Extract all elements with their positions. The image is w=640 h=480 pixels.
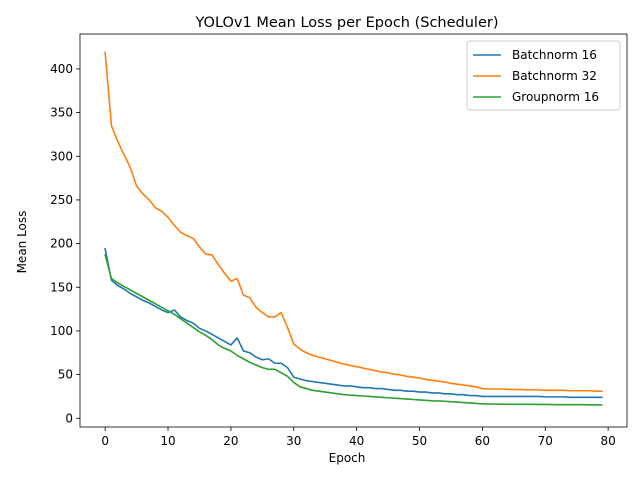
chart-title: YOLOv1 Mean Loss per Epoch (Scheduler) <box>194 15 498 31</box>
legend-label-2: Groupnorm 16 <box>512 90 599 104</box>
y-tick-label: 350 <box>50 106 73 120</box>
y-tick-label: 0 <box>65 411 73 425</box>
x-tick-label: 80 <box>600 434 615 448</box>
y-tick-label: 100 <box>50 324 73 338</box>
x-tick-label: 60 <box>475 434 490 448</box>
axes-frame <box>79 33 628 428</box>
series-line-2 <box>104 253 603 406</box>
x-tick-label: 20 <box>223 434 238 448</box>
y-tick-label: 200 <box>50 237 73 251</box>
legend-label-1: Batchnorm 32 <box>512 69 597 83</box>
x-axis-label: Epoch <box>329 451 366 465</box>
legend: Batchnorm 16 Batchnorm 32 Groupnorm 16 <box>466 40 621 111</box>
y-tick-label: 250 <box>50 193 73 207</box>
y-tick-label: 50 <box>58 368 73 382</box>
y-tick-label: 300 <box>50 149 73 163</box>
x-tick-label: 10 <box>160 434 175 448</box>
x-tick-label: 50 <box>412 434 427 448</box>
legend-box <box>466 40 621 111</box>
series-line-1 <box>104 51 603 392</box>
y-tick-label: 150 <box>50 280 73 294</box>
y-tick-label: 400 <box>50 62 73 76</box>
x-tick-label: 70 <box>538 434 553 448</box>
y-axis-label: Mean Loss <box>15 211 29 274</box>
x-tick-label: 30 <box>286 434 301 448</box>
series-line-0 <box>104 247 603 399</box>
x-tick-label: 40 <box>349 434 364 448</box>
x-tick-label: 0 <box>101 434 109 448</box>
legend-label-0: Batchnorm 16 <box>512 48 597 62</box>
